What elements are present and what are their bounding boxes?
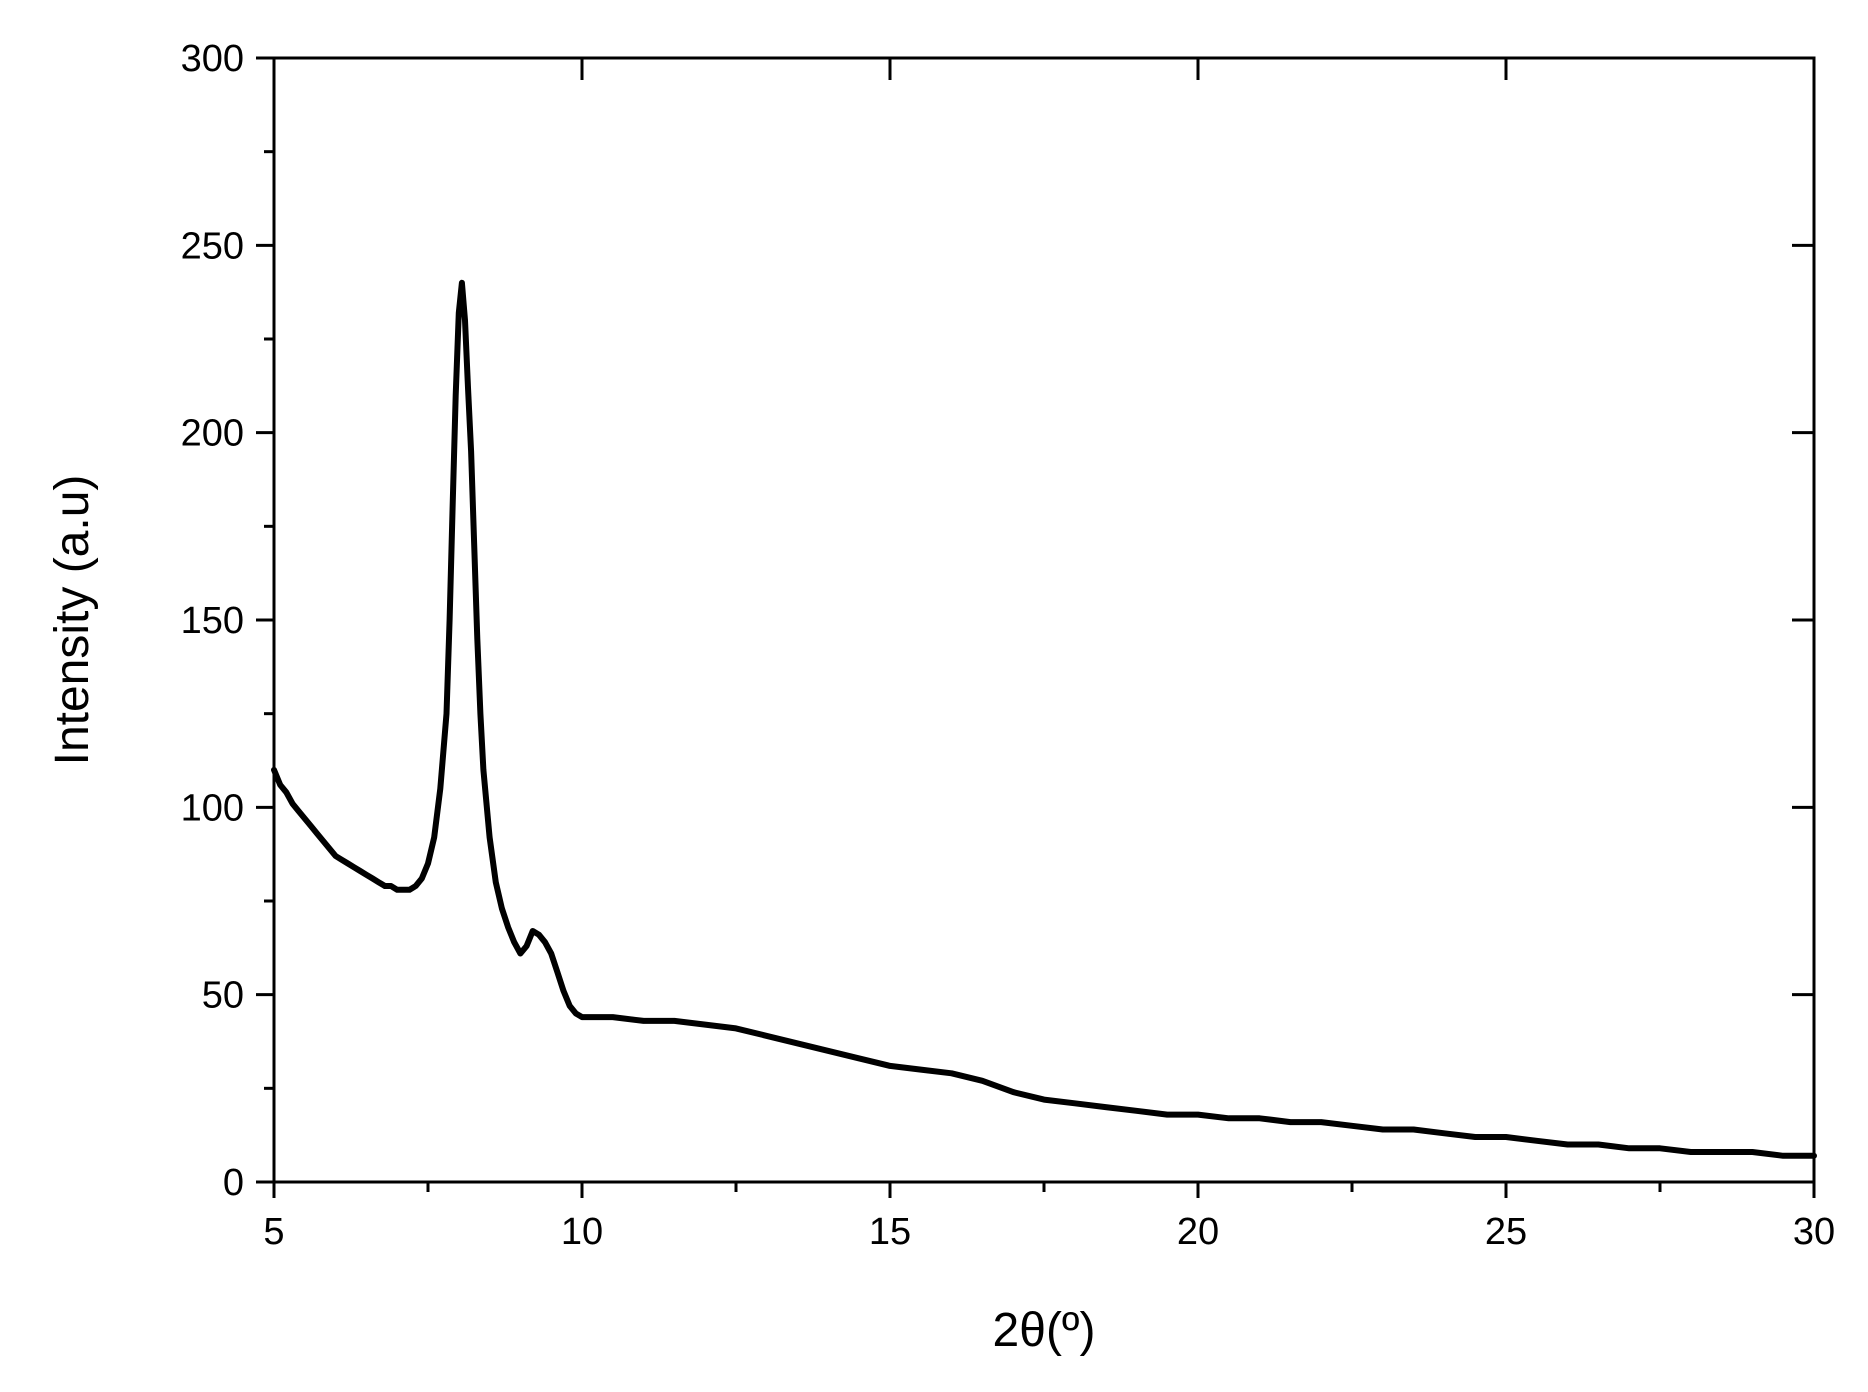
x-tick-label: 20 — [1177, 1211, 1219, 1253]
x-tick-label: 10 — [561, 1211, 603, 1253]
y-tick-label: 300 — [181, 38, 244, 80]
y-tick-label: 200 — [181, 413, 244, 455]
x-axis-title: 2θ(º) — [993, 1304, 1096, 1357]
y-axis-title: Intensity (a.u) — [46, 475, 99, 766]
y-axis-ticks: 0 50 100 150 200 250 300 — [181, 38, 1814, 1204]
x-tick-label: 5 — [263, 1211, 284, 1253]
y-tick-label: 250 — [181, 225, 244, 267]
x-tick-label: 30 — [1793, 1211, 1835, 1253]
y-tick-label: 50 — [202, 975, 244, 1017]
y-tick-label: 150 — [181, 600, 244, 642]
plot-frame — [272, 56, 1816, 1184]
y-tick-label: 0 — [223, 1162, 244, 1204]
series-line — [271, 279, 1817, 1159]
x-tick-label: 25 — [1485, 1211, 1527, 1253]
y-tick-label: 100 — [181, 787, 244, 829]
x-axis-ticks: 5 10 15 20 25 30 — [263, 58, 1835, 1253]
x-tick-label: 15 — [869, 1211, 911, 1253]
